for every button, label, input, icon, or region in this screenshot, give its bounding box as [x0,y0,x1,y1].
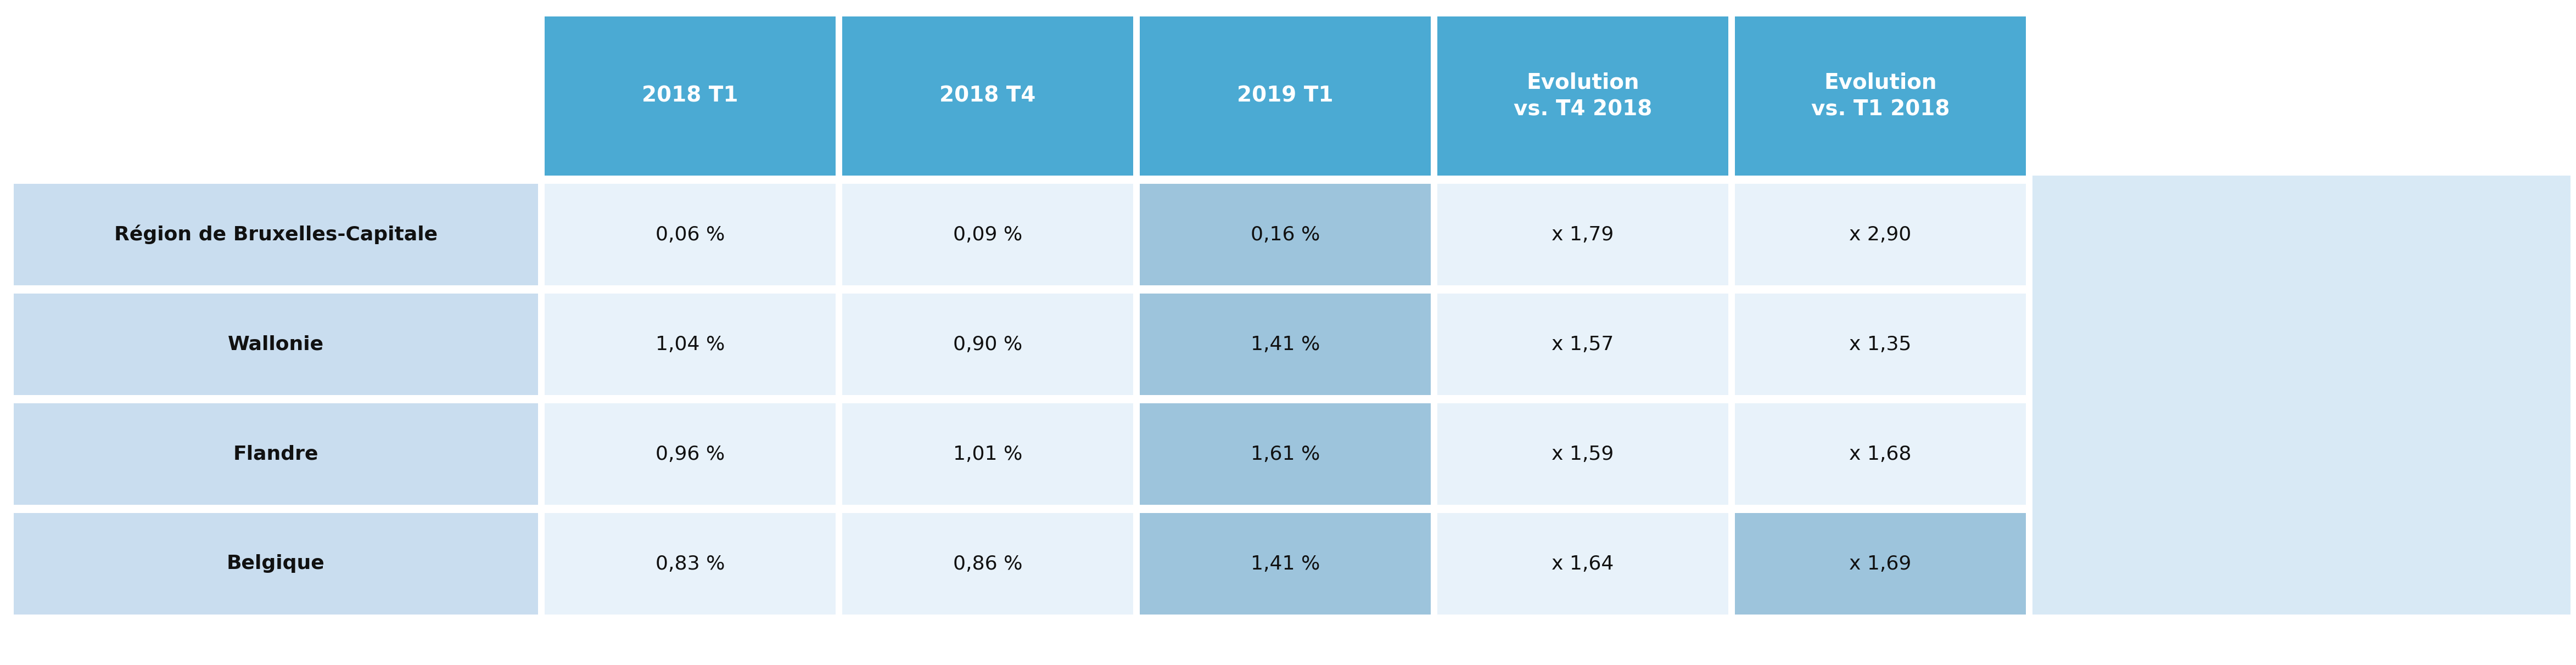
Text: x 1,79: x 1,79 [1551,225,1615,244]
Bar [1437,513,1728,614]
Text: Région de Bruxelles-Capitale: Région de Bruxelles-Capitale [113,225,438,244]
Bar [842,403,1133,505]
Text: 2018 T4: 2018 T4 [940,86,1036,106]
Bar [1437,403,1728,505]
Bar [1437,293,1728,395]
Bar [842,513,1133,614]
Bar [1734,293,2025,395]
Text: 1,61 %: 1,61 % [1249,445,1319,464]
Text: Wallonie: Wallonie [227,335,325,354]
Bar [544,403,835,505]
Bar [842,17,1133,176]
Bar [842,184,1133,285]
Text: x 1,57: x 1,57 [1551,335,1615,354]
Text: 1,01 %: 1,01 % [953,445,1023,464]
Text: Evolution
vs. T4 2018: Evolution vs. T4 2018 [1515,72,1651,120]
Text: 1,41 %: 1,41 % [1249,555,1319,573]
Text: 1,04 %: 1,04 % [654,335,724,354]
Text: x 2,90: x 2,90 [1850,225,1911,244]
Bar [842,293,1133,395]
Bar [1139,184,1430,285]
Bar [544,17,835,176]
Bar [544,293,835,395]
Text: x 1,68: x 1,68 [1850,445,1911,464]
Text: x 1,35: x 1,35 [1850,335,1911,354]
Text: Flandre: Flandre [234,445,319,464]
Text: 0,06 %: 0,06 % [654,225,724,244]
Text: 2019 T1: 2019 T1 [1236,86,1334,106]
Text: 0,86 %: 0,86 % [953,555,1023,573]
Text: Belgique: Belgique [227,555,325,573]
Bar [544,184,835,285]
Text: 0,09 %: 0,09 % [953,225,1023,244]
Text: 0,16 %: 0,16 % [1249,225,1319,244]
Bar [13,184,538,285]
Bar [1734,17,2025,176]
Bar [1139,403,1430,505]
Bar [13,293,538,395]
Bar [1437,184,1728,285]
Bar [1437,17,1728,176]
Text: 0,96 %: 0,96 % [654,445,724,464]
Text: x 1,59: x 1,59 [1551,445,1615,464]
Bar [13,513,538,614]
Bar [1139,513,1430,614]
Text: 0,83 %: 0,83 % [654,555,724,573]
Bar [544,513,835,614]
Bar [13,403,538,505]
Text: 1,41 %: 1,41 % [1249,335,1319,354]
Bar [1734,184,2025,285]
Text: Evolution
vs. T1 2018: Evolution vs. T1 2018 [1811,72,1950,120]
Bar [1139,293,1430,395]
Text: 0,90 %: 0,90 % [953,335,1023,354]
Text: x 1,69: x 1,69 [1850,555,1911,573]
Bar [1734,513,2025,614]
Bar [1139,17,1430,176]
Text: 2018 T1: 2018 T1 [641,86,739,106]
Bar [2032,176,2571,614]
Bar [1734,403,2025,505]
Text: x 1,64: x 1,64 [1551,555,1615,573]
